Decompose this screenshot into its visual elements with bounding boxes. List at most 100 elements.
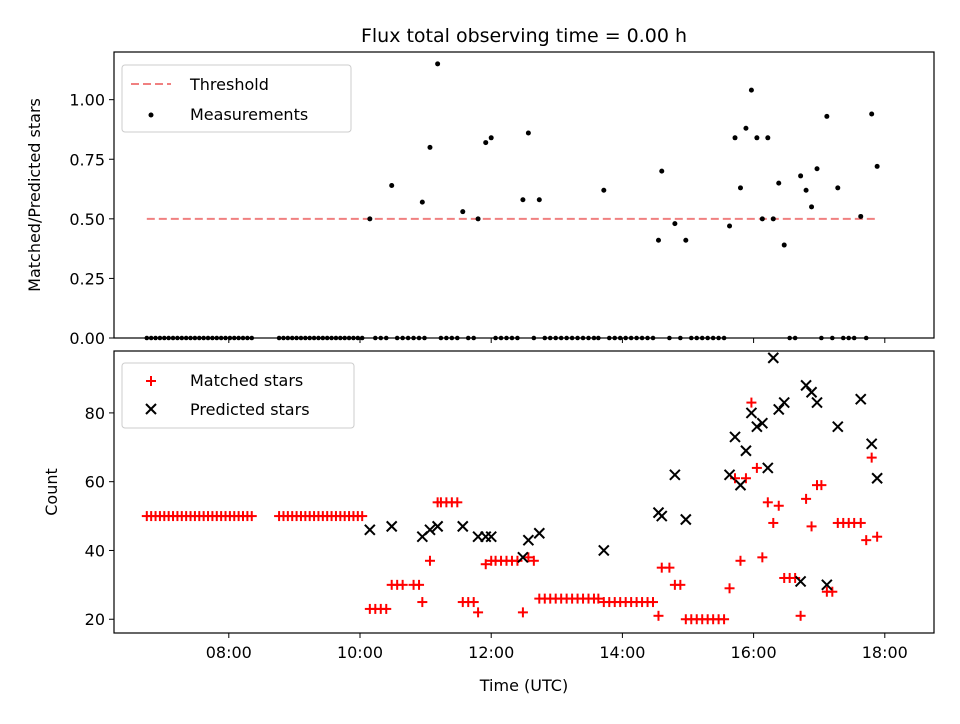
measurement-point-zero (405, 335, 411, 341)
measurement-point-zero (205, 335, 211, 341)
measurement-point-zero (276, 335, 282, 341)
count-y-tick-label: 40 (85, 541, 105, 560)
measurement-point (732, 135, 738, 141)
matched-star-point (746, 397, 757, 408)
measurement-point-zero (383, 335, 389, 341)
measurement-point (727, 223, 733, 229)
measurement-point (809, 204, 815, 210)
measurement-point-zero (623, 335, 628, 341)
measurement-point-zero (240, 335, 246, 341)
measurement-point-zero (373, 335, 378, 341)
flux-y-tick-label: 0.50 (69, 210, 105, 229)
measurement-point-zero (694, 335, 700, 341)
predicted-star-point (821, 579, 833, 591)
measurement-point-zero (586, 335, 591, 341)
matched-star-point (872, 531, 883, 542)
matched-star-point (866, 452, 877, 463)
measurement-point-zero (634, 335, 639, 341)
count-x-tick-label: 18:00 (862, 643, 908, 662)
measurement-point-zero (281, 335, 286, 341)
matched-star-point (735, 555, 746, 566)
measurement-point (814, 166, 820, 172)
measurement-point-zero (307, 335, 313, 341)
matched-star-point (653, 610, 664, 621)
legend-matched-swatch (146, 376, 156, 386)
count-x-tick-label: 12:00 (468, 643, 514, 662)
measurement-point-zero (303, 335, 308, 341)
predicted-star-point (865, 438, 878, 450)
flux-y-axis-label: Matched/Predicted stars (25, 98, 44, 292)
measurement-point-zero (351, 335, 356, 341)
measurement-point-zero (542, 335, 548, 341)
matched-star-point (473, 607, 484, 618)
predicted-star-point (751, 420, 763, 433)
matched-star-point (397, 579, 408, 590)
measurement-point-zero (558, 335, 564, 341)
matched-star-point (675, 579, 686, 590)
measurement-point (427, 144, 433, 150)
measurement-point-zero (830, 335, 835, 341)
matched-star-point (468, 597, 479, 608)
measurement-point-zero (699, 335, 705, 341)
measurement-point-zero (148, 335, 154, 341)
predicted-star-point (517, 551, 529, 564)
measurement-points (144, 61, 880, 341)
measurement-point-zero (498, 335, 504, 341)
measurement-point-zero (471, 335, 477, 341)
matched-star-point (381, 603, 392, 614)
predicted-star-point (734, 479, 747, 491)
measurement-point (683, 237, 689, 243)
count-legend-box (121, 362, 355, 429)
flux-panel: 0.00 0.25 0.50 0.75 1.00 Matched/Predicted s… (25, 51, 935, 348)
measurement-point-zero (840, 335, 846, 341)
measurement-point-zero (617, 335, 623, 341)
predicted-star-point (832, 420, 844, 433)
matched-star-point (517, 607, 528, 618)
measurement-point-zero (236, 335, 241, 341)
flux-y-tick-label: 0.00 (69, 329, 105, 348)
flux-y-ticks: 0.00 0.25 0.50 0.75 1.00 (69, 91, 114, 348)
measurement-point (759, 216, 765, 222)
chart-title: Flux total observing time = 0.00 h (361, 25, 687, 47)
measurement-point-zero (493, 335, 498, 341)
count-y-axis-label: Count (42, 468, 61, 516)
measurement-point-zero (645, 335, 650, 341)
measurement-point-zero (612, 335, 618, 341)
measurement-point (435, 61, 441, 67)
measurement-point-zero (249, 335, 255, 341)
predicted-star-point (729, 431, 741, 443)
matched-star-point (762, 497, 773, 508)
predicted-star-point (794, 575, 807, 588)
count-x-ticks: 08:00 10:00 12:00 14:00 16:00 18:00 (206, 633, 908, 662)
predicted-star-point (680, 513, 692, 526)
measurement-point-zero (298, 335, 304, 341)
measurement-point-zero (863, 335, 869, 341)
count-legend: Matched stars Predicted stars (121, 362, 355, 429)
measurement-point-zero (411, 335, 416, 341)
matched-star-point (593, 593, 604, 604)
predicted-star-point (805, 386, 818, 398)
predicted-star-point (431, 520, 444, 533)
measurement-point (525, 130, 531, 136)
measurement-point-zero (628, 335, 634, 341)
legend-predicted-label: Predicted stars (190, 400, 310, 419)
measurement-point-zero (359, 335, 365, 341)
matched-star-point (816, 480, 827, 491)
measurement-point (601, 187, 607, 193)
measurement-point (824, 113, 830, 119)
predicted-star-point (855, 393, 867, 405)
matched-star-point (806, 521, 817, 532)
measurement-point-zero (192, 335, 198, 341)
flux-x-ticks (228, 338, 886, 343)
measurement-point (803, 187, 809, 193)
flux-y-tick-label: 1.00 (69, 91, 105, 110)
matched-star-point (246, 511, 257, 522)
measurement-point-zero (650, 335, 656, 341)
measurement-point-zero (153, 335, 158, 341)
measurement-point (536, 197, 542, 203)
count-x-tick-label: 08:00 (206, 643, 252, 662)
matched-star-point (751, 462, 762, 473)
measurement-point-zero (449, 335, 455, 341)
predicted-star-point (533, 527, 546, 539)
